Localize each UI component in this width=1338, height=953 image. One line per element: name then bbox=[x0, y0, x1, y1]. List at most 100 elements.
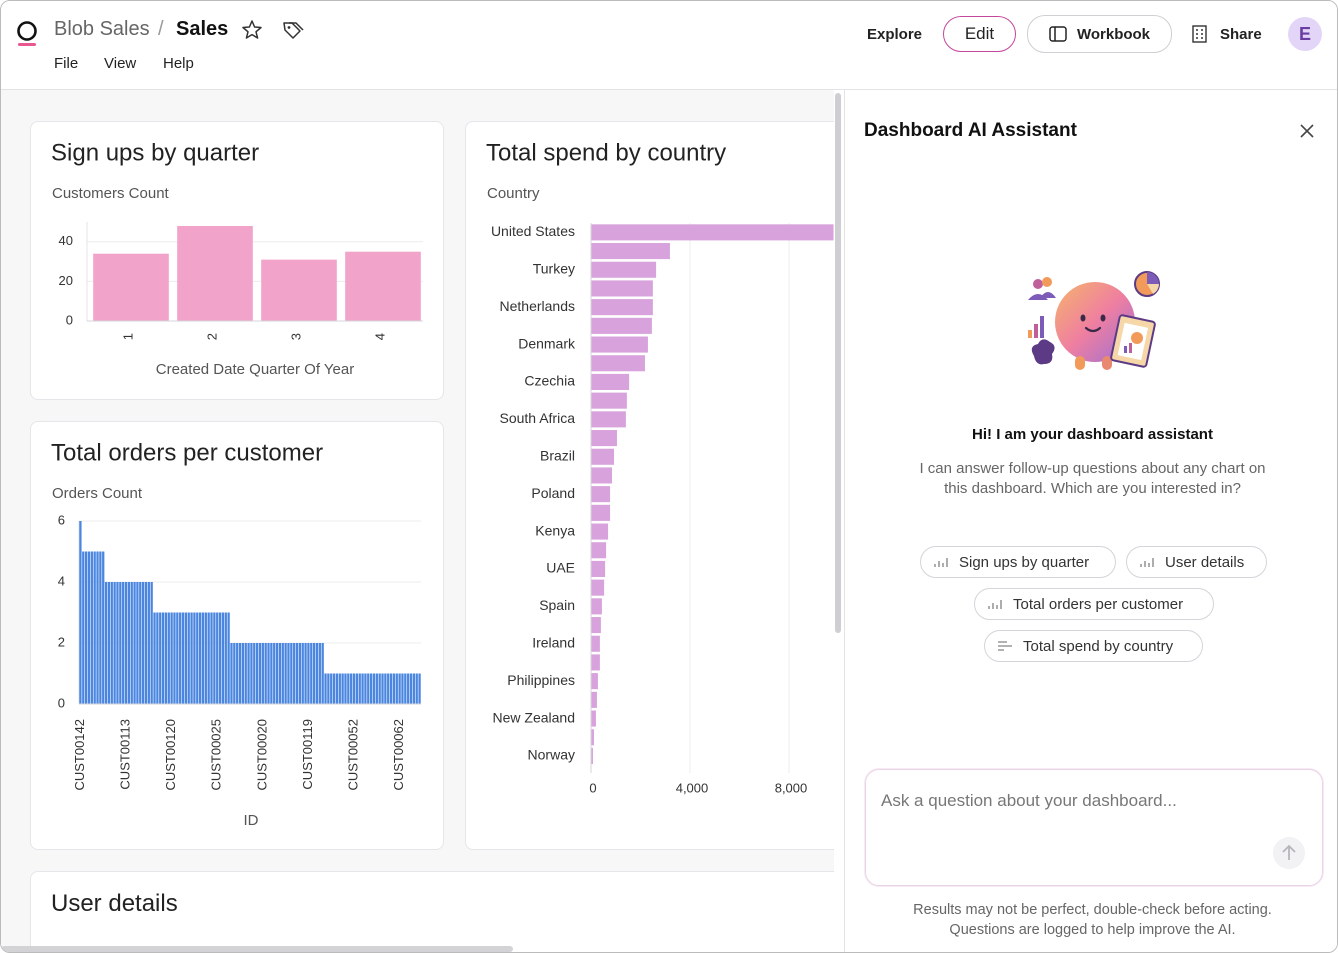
suggestion-chip[interactable]: User details bbox=[1126, 546, 1267, 578]
disclaimer: Questions are logged to help improve the… bbox=[949, 922, 1236, 938]
bar bbox=[404, 673, 407, 704]
send-button[interactable] bbox=[1272, 836, 1306, 870]
bar bbox=[113, 582, 116, 704]
bar bbox=[412, 673, 416, 704]
menu-item[interactable]: View bbox=[104, 55, 137, 72]
avatar[interactable]: E bbox=[1288, 17, 1322, 51]
bar bbox=[418, 673, 421, 704]
chart-icon bbox=[988, 600, 1002, 609]
y-tick-label: UAE bbox=[546, 560, 575, 576]
y-tick-label: 20 bbox=[59, 273, 73, 288]
star-icon[interactable] bbox=[241, 19, 263, 41]
bar bbox=[110, 582, 113, 704]
y-tick-label: Spain bbox=[539, 597, 575, 613]
breadcrumb-workbook[interactable]: Blob Sales bbox=[54, 18, 150, 40]
bar bbox=[124, 582, 128, 704]
bar bbox=[591, 317, 652, 334]
suggestion-label: Total spend by country bbox=[1023, 637, 1174, 655]
bar bbox=[281, 643, 284, 704]
x-tick-label: 0 bbox=[589, 780, 596, 795]
y-tick-label: Netherlands bbox=[500, 298, 576, 314]
description: I can answer follow-up questions about a… bbox=[919, 460, 1266, 497]
bar bbox=[122, 582, 125, 704]
chart-icon bbox=[1140, 558, 1154, 567]
bar bbox=[591, 336, 648, 353]
bar bbox=[307, 643, 310, 704]
bar bbox=[93, 253, 169, 321]
chart-icon bbox=[934, 558, 948, 567]
bar bbox=[255, 643, 259, 704]
suggestion-label: User details bbox=[1165, 553, 1245, 571]
tag-icon[interactable] bbox=[281, 19, 305, 41]
bar bbox=[224, 612, 227, 704]
bar bbox=[591, 448, 615, 465]
card bbox=[30, 421, 444, 850]
bar bbox=[196, 612, 199, 704]
bar bbox=[90, 551, 93, 704]
bar bbox=[241, 643, 245, 704]
y-tick-label: 4 bbox=[58, 573, 65, 588]
bar bbox=[591, 224, 834, 241]
bar bbox=[201, 612, 205, 704]
suggestion-chip[interactable]: Total orders per customer bbox=[974, 588, 1214, 620]
y-tick-label: 6 bbox=[58, 512, 65, 527]
y-tick-label: Czechia bbox=[524, 373, 575, 389]
bar bbox=[310, 643, 313, 704]
bar bbox=[213, 612, 216, 704]
menu-item[interactable]: Help bbox=[163, 55, 194, 72]
y-tick-label: 2 bbox=[58, 634, 65, 649]
bar bbox=[352, 673, 356, 704]
bar bbox=[139, 582, 142, 704]
bar bbox=[345, 251, 421, 321]
y-tick-label: Philippines bbox=[507, 672, 575, 688]
chart: Total spend by country Country 0 4,000 8,000… bbox=[486, 139, 834, 795]
bar bbox=[176, 612, 179, 704]
panel-title: Dashboard AI Assistant bbox=[864, 120, 1077, 141]
chart: Total orders per customer Orders Count 0 2 4… bbox=[51, 439, 421, 829]
breadcrumb-page: Sales bbox=[176, 18, 229, 40]
bar bbox=[173, 612, 176, 704]
input-placeholder: Ask a question about your dashboard... bbox=[881, 791, 1177, 810]
menu-item[interactable]: File bbox=[54, 55, 79, 72]
question-input[interactable]: Ask a question about your dashboard... bbox=[865, 769, 1323, 886]
vertical-scrollbar[interactable] bbox=[835, 93, 841, 633]
assistant-panel: Dashboard AI Assistant Hi! I am your das… bbox=[844, 90, 1337, 952]
edit-button[interactable]: Edit bbox=[943, 16, 1016, 52]
bar bbox=[389, 673, 393, 704]
bar bbox=[341, 673, 344, 704]
bar bbox=[332, 673, 336, 704]
share-button[interactable]: Share bbox=[1220, 26, 1262, 43]
bar bbox=[293, 643, 296, 704]
bar bbox=[99, 551, 102, 704]
bar bbox=[184, 612, 188, 704]
bar bbox=[253, 643, 256, 704]
bar bbox=[301, 643, 304, 704]
bar bbox=[107, 582, 111, 704]
x-tick-label: CUST00052 bbox=[345, 719, 360, 791]
horizontal-scrollbar[interactable] bbox=[1, 946, 513, 952]
explore-button[interactable]: Explore bbox=[867, 26, 923, 43]
suggestion-chip[interactable]: Total spend by country bbox=[984, 630, 1203, 662]
bar bbox=[87, 551, 91, 704]
bar bbox=[82, 551, 85, 704]
y-tick-label: New Zealand bbox=[493, 709, 576, 725]
bar bbox=[591, 299, 653, 316]
header: Blob Sales / Sales File View Help Explor… bbox=[1, 1, 1337, 90]
bar bbox=[104, 582, 108, 704]
close-button[interactable] bbox=[1299, 123, 1315, 139]
bar bbox=[261, 259, 337, 321]
workbook-button[interactable]: Workbook bbox=[1027, 15, 1172, 53]
bar bbox=[233, 643, 236, 704]
suggestion-chip[interactable]: Sign ups by quarter bbox=[920, 546, 1116, 578]
bar bbox=[79, 521, 82, 704]
assistant-illustration bbox=[1028, 271, 1160, 370]
bar bbox=[591, 392, 627, 409]
bar bbox=[591, 635, 600, 652]
bar bbox=[227, 612, 230, 704]
bar bbox=[250, 643, 253, 704]
chart-icon bbox=[998, 641, 1012, 651]
bar bbox=[221, 612, 225, 704]
bar bbox=[398, 673, 401, 704]
bar bbox=[369, 673, 373, 704]
